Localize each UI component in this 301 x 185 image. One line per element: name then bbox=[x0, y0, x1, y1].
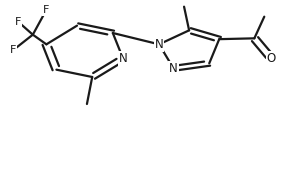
Text: N: N bbox=[169, 62, 178, 75]
Text: N: N bbox=[119, 52, 127, 65]
Text: N: N bbox=[155, 38, 163, 51]
Text: O: O bbox=[267, 52, 276, 65]
Text: F: F bbox=[15, 17, 21, 27]
Text: F: F bbox=[43, 5, 49, 15]
Text: F: F bbox=[10, 45, 17, 55]
